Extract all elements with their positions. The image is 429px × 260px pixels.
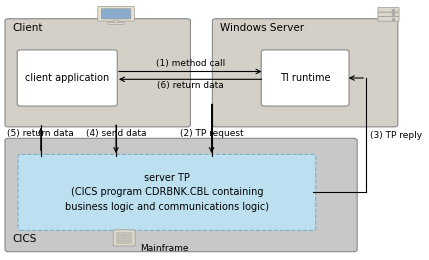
FancyBboxPatch shape xyxy=(378,17,399,21)
Text: (6) return data: (6) return data xyxy=(157,81,224,90)
Text: Client: Client xyxy=(12,23,43,33)
FancyBboxPatch shape xyxy=(18,154,316,230)
Text: (1) method call: (1) method call xyxy=(156,59,225,68)
FancyBboxPatch shape xyxy=(116,233,132,235)
Text: (5) return data: (5) return data xyxy=(7,129,74,138)
Text: server TP
(CICS program CDRBNK.CBL containing
business logic and communications : server TP (CICS program CDRBNK.CBL conta… xyxy=(65,173,269,212)
FancyBboxPatch shape xyxy=(101,9,131,19)
Text: (2) TP request: (2) TP request xyxy=(180,129,243,138)
FancyBboxPatch shape xyxy=(212,19,398,127)
FancyBboxPatch shape xyxy=(17,50,117,106)
FancyBboxPatch shape xyxy=(114,20,118,23)
FancyBboxPatch shape xyxy=(108,22,124,24)
FancyBboxPatch shape xyxy=(116,241,132,243)
FancyBboxPatch shape xyxy=(98,6,134,21)
Text: (3) TP reply: (3) TP reply xyxy=(370,131,422,140)
Text: CICS: CICS xyxy=(12,235,37,244)
FancyBboxPatch shape xyxy=(5,138,357,252)
FancyBboxPatch shape xyxy=(378,12,399,17)
Text: (4) send data: (4) send data xyxy=(86,129,146,138)
Text: Mainframe: Mainframe xyxy=(140,244,189,253)
Text: client application: client application xyxy=(25,73,109,83)
Text: Windows Server: Windows Server xyxy=(220,23,304,33)
Text: TI runtime: TI runtime xyxy=(280,73,330,83)
FancyBboxPatch shape xyxy=(5,19,190,127)
FancyBboxPatch shape xyxy=(261,50,349,106)
FancyBboxPatch shape xyxy=(116,236,132,238)
FancyBboxPatch shape xyxy=(113,230,135,246)
FancyBboxPatch shape xyxy=(116,238,132,241)
FancyBboxPatch shape xyxy=(378,7,399,12)
